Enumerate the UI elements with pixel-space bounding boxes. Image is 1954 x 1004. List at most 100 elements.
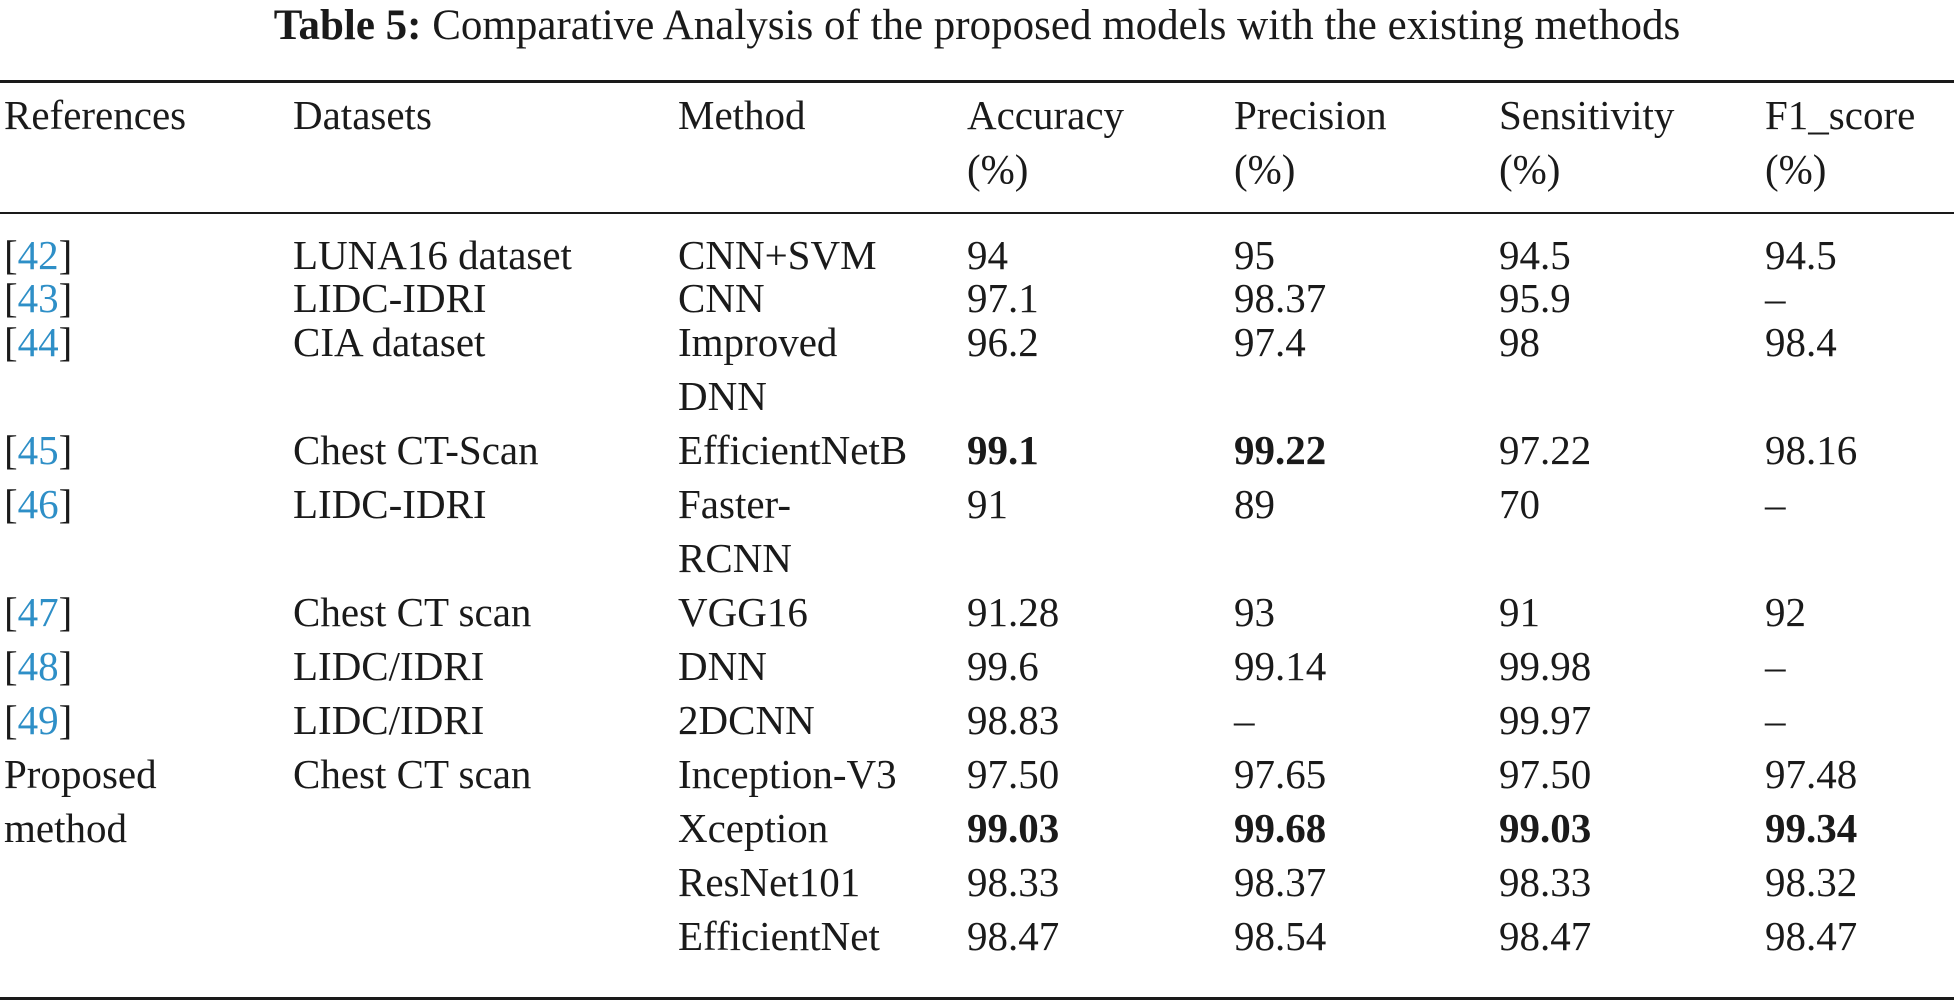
precision-cell: 93 — [1234, 589, 1275, 635]
reference-link[interactable]: 43 — [17, 275, 59, 321]
proposed-method-name: Inception-V3 — [678, 751, 897, 797]
f1-score-cell: – — [1765, 275, 1786, 321]
header-sensitivity-label: Sensitivity — [1499, 92, 1675, 138]
reference-link[interactable]: 49 — [17, 697, 59, 743]
dataset-cell: LUNA16 dataset — [293, 232, 572, 278]
table-row: [47] Chest CT scan VGG16 91.28 93 91 92 — [0, 585, 1954, 639]
sensitivity-cell: 91 — [1499, 589, 1540, 635]
reference-link[interactable]: 44 — [17, 319, 59, 365]
sensitivity-cell: 94.5 — [1499, 232, 1571, 278]
reference-link[interactable]: 46 — [17, 481, 59, 527]
header-sensitivity: Sensitivity (%) — [1499, 88, 1674, 196]
header-accuracy: Accuracy (%) — [967, 88, 1124, 196]
table-caption: Table 5: Comparative Analysis of the pro… — [0, 0, 1954, 62]
proposed-method-name: ResNet101 — [678, 859, 861, 905]
table-top-rule — [0, 80, 1954, 83]
header-f1-score: F1_score (%) — [1765, 88, 1915, 196]
proposed-method-name: EfficientNet — [678, 913, 880, 959]
reference-link[interactable]: 48 — [17, 643, 59, 689]
header-references: References — [4, 92, 187, 138]
f1-score-cell: 97.48 99.34 98.32 98.47 — [1765, 751, 1858, 959]
sensitivity-cell: 97.22 — [1499, 427, 1592, 473]
reference-cell: [44] — [4, 319, 73, 365]
header-accuracy-label: Accuracy — [967, 92, 1125, 138]
table-bottom-rule — [0, 997, 1954, 1000]
reference-link[interactable]: 42 — [17, 232, 59, 278]
method-cell: VGG16 — [678, 589, 808, 635]
reference-cell: [45] — [4, 427, 73, 473]
method-cell: CNN — [678, 275, 765, 321]
header-f1-score-label: F1_score — [1765, 92, 1916, 138]
sensitivity-cell: 97.50 99.03 98.33 98.47 — [1499, 751, 1592, 959]
reference-cell: [49] — [4, 697, 73, 743]
f1-score-cell: 92 — [1765, 589, 1806, 635]
dataset-cell: LIDC/IDRI — [293, 697, 485, 743]
sensitivity-cell: 98 — [1499, 319, 1540, 365]
table-row: [49] LIDC/IDRI 2DCNN 98.83 – 99.97 – — [0, 693, 1954, 747]
reference-link[interactable]: 47 — [17, 589, 59, 635]
precision-cell: 97.4 — [1234, 319, 1306, 365]
reference-cell: [48] — [4, 643, 73, 689]
table-header-rule — [0, 212, 1954, 214]
accuracy-cell: 96.2 — [967, 319, 1039, 365]
accuracy-cell: 97.50 99.03 98.33 98.47 — [967, 751, 1060, 959]
method-cell: Inception-V3 Xception ResNet101 Efficien… — [678, 747, 897, 963]
reference-link[interactable]: 45 — [17, 427, 59, 473]
precision-cell: 89 — [1234, 481, 1275, 527]
precision-cell: 99.14 — [1234, 643, 1327, 689]
dataset-cell: Chest CT-Scan — [293, 427, 539, 473]
reference-cell: [47] — [4, 589, 73, 635]
dataset-cell: Chest CT scan — [293, 589, 532, 635]
table-row: [43] LIDC-IDRI CNN 97.1 98.37 95.9 – — [0, 271, 1954, 321]
header-datasets: Datasets — [293, 92, 432, 138]
precision-cell: 95 — [1234, 232, 1275, 278]
reference-cell: [42] — [4, 232, 73, 278]
table-row: [45] Chest CT-Scan EfficientNetB 99.1 99… — [0, 423, 1954, 477]
accuracy-cell: 98.83 — [967, 697, 1060, 743]
dataset-cell: Chest CT scan — [293, 751, 532, 797]
f1-score-cell: 98.16 — [1765, 427, 1858, 473]
sensitivity-cell: 95.9 — [1499, 275, 1571, 321]
method-cell: 2DCNN — [678, 697, 815, 743]
reference-cell: [43] — [4, 275, 73, 321]
sensitivity-cell: 99.97 — [1499, 697, 1592, 743]
table-body: [42] LUNA16 dataset CNN+SVM 94 95 94.5 9… — [0, 228, 1954, 963]
precision-cell: – — [1234, 697, 1255, 743]
dataset-cell: CIA dataset — [293, 319, 486, 365]
accuracy-cell: 97.1 — [967, 275, 1039, 321]
accuracy-cell: 91.28 — [967, 589, 1060, 635]
accuracy-cell: 99.6 — [967, 643, 1039, 689]
method-cell: CNN+SVM — [678, 232, 877, 278]
f1-score-cell: 98.4 — [1765, 319, 1837, 365]
header-sensitivity-unit: (%) — [1499, 146, 1561, 192]
accuracy-cell: 94 — [967, 232, 1008, 278]
method-cell: DNN — [678, 643, 767, 689]
f1-score-cell: – — [1765, 481, 1786, 527]
table-row: [44] CIA dataset Improved DNN 96.2 97.4 9… — [0, 315, 1954, 423]
proposed-method-block: Proposed method Chest CT scan Inception-… — [0, 747, 1954, 963]
reference-cell: [46] — [4, 481, 73, 527]
sensitivity-cell: 70 — [1499, 481, 1540, 527]
table-row: [42] LUNA16 dataset CNN+SVM 94 95 94.5 9… — [0, 228, 1954, 278]
proposed-method-label: Proposed method — [4, 751, 157, 851]
method-cell: Improved DNN — [678, 319, 838, 419]
accuracy-cell: 99.1 — [967, 427, 1039, 473]
accuracy-cell: 91 — [967, 481, 1008, 527]
proposed-method-name: Xception — [678, 805, 829, 851]
caption-label: Table 5: — [273, 2, 422, 49]
precision-cell: 99.22 — [1234, 427, 1327, 473]
dataset-cell: LIDC-IDRI — [293, 481, 487, 527]
header-precision: Precision (%) — [1234, 88, 1387, 196]
dataset-cell: LIDC/IDRI — [293, 643, 485, 689]
precision-cell: 98.37 — [1234, 275, 1327, 321]
header-method: Method — [678, 92, 806, 138]
dataset-cell: LIDC-IDRI — [293, 275, 487, 321]
f1-score-cell: 94.5 — [1765, 232, 1837, 278]
header-f1-score-unit: (%) — [1765, 146, 1827, 192]
caption-text: Comparative Analysis of the proposed mod… — [432, 2, 1681, 49]
header-precision-unit: (%) — [1234, 146, 1296, 192]
header-precision-label: Precision — [1234, 92, 1387, 138]
sensitivity-cell: 99.98 — [1499, 643, 1592, 689]
table-header-row: References Datasets Method Accuracy (%) … — [0, 88, 1954, 208]
table-row: [48] LIDC/IDRI DNN 99.6 99.14 99.98 – — [0, 639, 1954, 693]
